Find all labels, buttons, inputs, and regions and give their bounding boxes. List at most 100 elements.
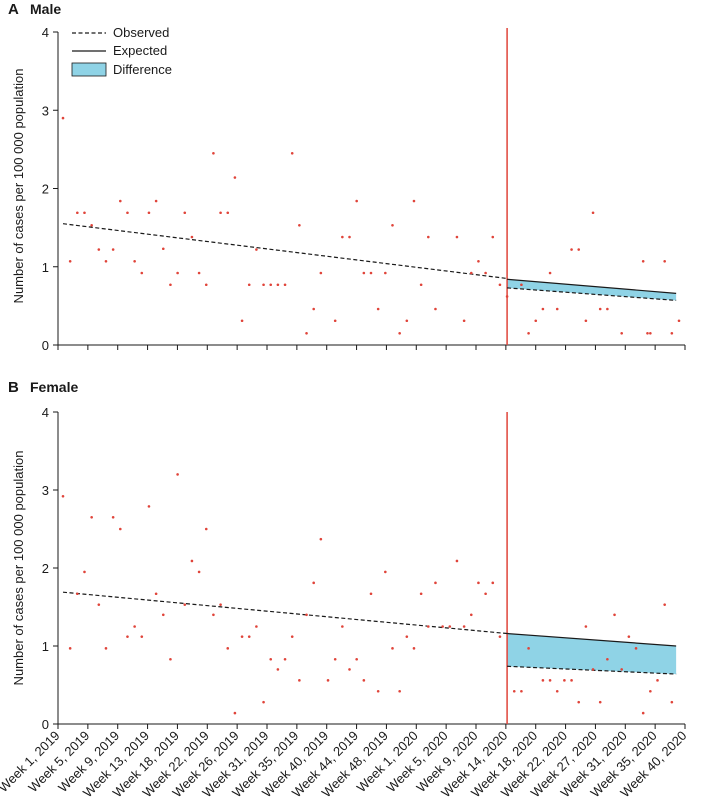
data-point-female (83, 570, 86, 574)
data-point-male (577, 248, 581, 251)
data-point-female (126, 635, 129, 638)
data-point-female (255, 625, 258, 628)
data-point-male (527, 331, 530, 335)
y-axis-female: 0 1 2 3 4 (42, 405, 59, 732)
data-point-male (469, 271, 473, 275)
data-point-male (606, 307, 609, 311)
data-point-female (290, 635, 294, 638)
data-point-male (398, 331, 401, 335)
data-point-female (598, 700, 602, 704)
data-point-male (477, 259, 480, 263)
data-point-male (161, 247, 165, 251)
panel-title-female: Female (30, 379, 78, 395)
x-axis-female (57, 723, 686, 729)
data-point-male (427, 235, 430, 239)
data-point-female (398, 689, 401, 693)
data-point-male (362, 271, 366, 275)
expected-line-female (507, 632, 677, 647)
data-point-female (548, 679, 552, 682)
data-point-female (627, 635, 631, 638)
data-point-female (512, 689, 516, 693)
y-axis-label-female: Number of cases per 100 000 population (11, 451, 26, 686)
data-point-female (262, 700, 265, 704)
data-point-female (376, 689, 380, 693)
data-point-male (434, 307, 437, 311)
data-point-female (441, 625, 444, 628)
data-point-male (670, 331, 674, 335)
data-point-male (204, 283, 208, 287)
data-point-male (61, 116, 65, 120)
data-point-female (663, 603, 666, 606)
data-point-female (240, 635, 244, 638)
data-point-female (563, 679, 566, 682)
data-point-female (570, 679, 573, 682)
panel-male: A Male Number of cases per 100 000 popul… (8, 1, 686, 353)
data-point-male (369, 271, 373, 275)
expected-line-male (507, 278, 677, 294)
data-point-male (133, 259, 136, 263)
data-point-female (591, 668, 595, 671)
data-point-male (484, 271, 487, 275)
data-point-female (620, 668, 623, 671)
data-point-male (663, 259, 666, 263)
y-tick-label: 4 (42, 405, 49, 420)
data-point-male (355, 199, 358, 203)
data-point-male (68, 259, 72, 263)
data-point-female (176, 473, 179, 476)
data-point-male (584, 319, 588, 323)
observed-after-line-male (507, 287, 677, 301)
data-point-male (333, 319, 337, 323)
data-point-female (656, 679, 659, 682)
y-tick-label: 3 (42, 103, 49, 118)
data-point-male (276, 283, 280, 287)
data-point-male (233, 176, 237, 179)
data-point-male (190, 235, 194, 239)
y-tick-label: 3 (42, 483, 49, 498)
data-point-female (90, 516, 93, 519)
data-point-female (434, 581, 437, 585)
y-axis-label-male: Number of cases per 100 000 population (11, 69, 26, 304)
data-point-female (405, 635, 409, 638)
data-point-female (305, 613, 308, 617)
y-axis-male: 0 1 2 3 4 (42, 25, 59, 353)
data-point-female (197, 570, 201, 574)
legend-expected-label: Expected (113, 43, 167, 58)
data-point-female (326, 679, 330, 682)
data-point-female (541, 679, 545, 682)
panel-letter-b: B (8, 379, 19, 396)
data-point-male (97, 248, 101, 251)
panel-title-male: Male (30, 1, 61, 17)
data-point-male (219, 211, 222, 215)
data-point-female (247, 635, 251, 638)
y-tick-label: 0 (42, 338, 49, 353)
data-point-female (555, 689, 559, 693)
data-point-female (212, 613, 215, 617)
data-point-female (348, 668, 351, 671)
data-point-female (584, 625, 588, 628)
data-point-male (226, 211, 230, 215)
data-point-male (520, 283, 523, 287)
data-point-female (649, 689, 652, 693)
observed-after-line-female (507, 665, 677, 675)
data-point-female (169, 657, 172, 661)
data-point-male (570, 248, 573, 251)
data-point-male (455, 235, 459, 239)
data-point-female (613, 613, 616, 617)
data-point-female (140, 635, 144, 638)
y-tick-label: 1 (42, 260, 49, 275)
difference-area-male (507, 279, 677, 301)
data-point-male (541, 307, 545, 311)
legend-observed-label: Observed (113, 25, 169, 40)
data-point-male (76, 211, 79, 215)
data-point-female (477, 581, 480, 585)
data-point-male (641, 259, 645, 263)
data-point-female (520, 689, 523, 693)
data-point-female (312, 581, 315, 585)
data-point-female (183, 603, 187, 606)
data-point-male (620, 331, 623, 335)
legend-difference-label: Difference (113, 62, 172, 77)
data-point-female (462, 625, 466, 628)
data-point-male (505, 295, 509, 298)
data-point-male (298, 223, 301, 227)
